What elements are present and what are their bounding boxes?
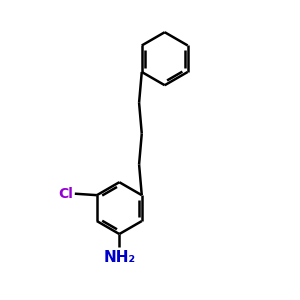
Text: Cl: Cl: [58, 187, 73, 201]
Text: NH₂: NH₂: [103, 250, 135, 265]
